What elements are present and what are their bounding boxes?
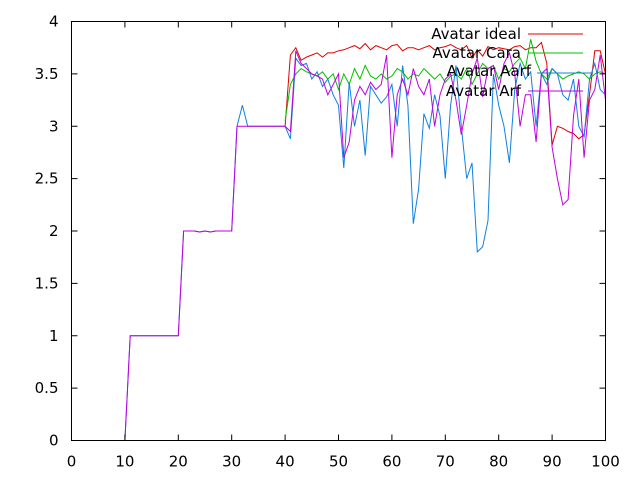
y-tick-label: 2: [49, 222, 59, 240]
y-tick-label: 3.5: [35, 65, 59, 83]
y-tick-label: 0.5: [35, 379, 59, 397]
y-tick-label: 3: [49, 117, 59, 135]
x-tick-label: 0: [67, 453, 77, 471]
x-tick-label: 70: [436, 453, 455, 471]
y-tick-label: 4: [49, 13, 59, 31]
series-line-4: [124, 50, 606, 441]
legend-label: Avatar Cara: [433, 44, 521, 62]
x-tick-label: 10: [115, 453, 134, 471]
x-tick-label: 30: [222, 453, 241, 471]
legend-label: Avatar ideal: [431, 25, 521, 43]
x-tick-label: 50: [329, 453, 348, 471]
y-tick-label: 1: [49, 327, 59, 345]
legend-label: Avatar Arf: [446, 82, 522, 100]
series-layer: [124, 39, 606, 441]
x-tick-label: 60: [382, 453, 401, 471]
y-tick-label: 1.5: [35, 274, 59, 292]
x-tick-label: 100: [591, 453, 620, 471]
y-tick-label: 2.5: [35, 170, 59, 188]
x-tick-label: 20: [169, 453, 188, 471]
y-tick-label: 0: [49, 432, 59, 450]
x-tick-label: 80: [489, 453, 508, 471]
x-tick-label: 40: [276, 453, 295, 471]
legend-label: Avatar Aarf: [447, 62, 532, 80]
ticks-layer: 0 10 20 30 40 50 60 70 80 90 100 0 0.5 1 1.5 2 2.5 3 3.5 4: [35, 13, 620, 471]
x-tick-label: 90: [543, 453, 562, 471]
